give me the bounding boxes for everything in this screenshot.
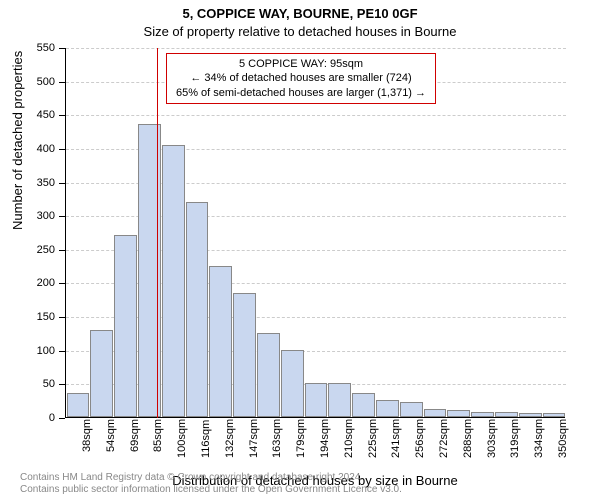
annotation-title: 5 COPPICE WAY: 95sqm	[173, 57, 429, 71]
x-tick-label: 210sqm	[343, 419, 355, 458]
histogram-bar	[495, 412, 518, 417]
y-tick	[59, 384, 65, 385]
y-tick	[59, 418, 65, 419]
histogram-bar	[447, 410, 470, 417]
y-tick-label: 50	[15, 378, 55, 390]
annotation-larger: 65% of semi-detached houses are larger (…	[173, 86, 429, 100]
histogram-bar	[376, 400, 399, 417]
footer-line1: Contains HM Land Registry data © Crown c…	[20, 472, 402, 484]
y-tick	[59, 317, 65, 318]
y-tick	[59, 283, 65, 284]
y-tick-label: 500	[15, 76, 55, 88]
x-tick-label: 272sqm	[438, 419, 450, 458]
property-size-marker-line	[157, 48, 158, 418]
annotation-smaller: ← 34% of detached houses are smaller (72…	[173, 71, 429, 85]
x-tick-label: 350sqm	[557, 419, 569, 458]
x-tick-label: 69sqm	[129, 419, 141, 452]
histogram-bar	[400, 402, 423, 417]
y-tick	[59, 250, 65, 251]
y-tick	[59, 115, 65, 116]
y-tick-label: 100	[15, 345, 55, 357]
chart-title-sub: Size of property relative to detached ho…	[0, 24, 600, 39]
y-tick-label: 200	[15, 277, 55, 289]
histogram-bar	[90, 330, 113, 417]
x-tick-label: 256sqm	[414, 419, 426, 458]
histogram-bar	[543, 413, 566, 417]
histogram-bar	[519, 413, 542, 417]
x-tick-label: 116sqm	[200, 420, 212, 458]
x-tick-label: 303sqm	[486, 419, 498, 458]
x-tick-label: 334sqm	[533, 419, 545, 458]
histogram-bar	[233, 293, 256, 417]
histogram-bar	[352, 393, 375, 417]
x-tick-label: 38sqm	[81, 419, 93, 452]
y-tick	[59, 216, 65, 217]
y-tick	[59, 82, 65, 83]
histogram-bar	[328, 383, 351, 417]
x-tick-label: 85sqm	[152, 419, 164, 452]
grid-area: 5 COPPICE WAY: 95sqm ← 34% of detached h…	[65, 48, 565, 418]
x-tick-label: 100sqm	[176, 419, 188, 458]
chart-title-main: 5, COPPICE WAY, BOURNE, PE10 0GF	[0, 6, 600, 21]
y-tick	[59, 183, 65, 184]
y-tick-label: 0	[15, 412, 55, 424]
x-tick-label: 163sqm	[271, 419, 283, 458]
histogram-bar	[186, 202, 209, 417]
histogram-bar	[257, 333, 280, 417]
histogram-bar	[305, 383, 328, 417]
footer-attribution: Contains HM Land Registry data © Crown c…	[20, 472, 402, 496]
x-tick-label: 241sqm	[390, 419, 402, 458]
histogram-bar	[209, 266, 232, 417]
y-tick	[59, 149, 65, 150]
y-tick	[59, 351, 65, 352]
x-tick-label: 179sqm	[295, 419, 307, 458]
plot-area: 5 COPPICE WAY: 95sqm ← 34% of detached h…	[65, 48, 565, 418]
x-tick-label: 132sqm	[224, 419, 236, 458]
y-tick-label: 300	[15, 210, 55, 222]
y-tick-label: 400	[15, 143, 55, 155]
x-tick-label: 319sqm	[509, 419, 521, 458]
x-tick-label: 54sqm	[105, 419, 117, 452]
y-tick	[59, 48, 65, 49]
chart-container: 5, COPPICE WAY, BOURNE, PE10 0GF Size of…	[0, 0, 600, 500]
y-tick-label: 350	[15, 177, 55, 189]
histogram-bar	[281, 350, 304, 417]
x-tick-label: 288sqm	[462, 419, 474, 458]
y-tick-label: 450	[15, 109, 55, 121]
histogram-bar	[471, 412, 494, 417]
y-tick-label: 150	[15, 311, 55, 323]
histogram-bar	[162, 145, 185, 417]
footer-line2: Contains public sector information licen…	[20, 484, 402, 496]
x-tick-label: 225sqm	[367, 419, 379, 458]
x-tick-label: 194sqm	[319, 419, 331, 458]
y-tick-label: 550	[15, 42, 55, 54]
x-tick-label: 147sqm	[248, 419, 260, 458]
annotation-box: 5 COPPICE WAY: 95sqm ← 34% of detached h…	[166, 53, 436, 104]
histogram-bar	[67, 393, 90, 417]
histogram-bar	[114, 235, 137, 417]
histogram-bar	[424, 409, 447, 417]
y-tick-label: 250	[15, 244, 55, 256]
